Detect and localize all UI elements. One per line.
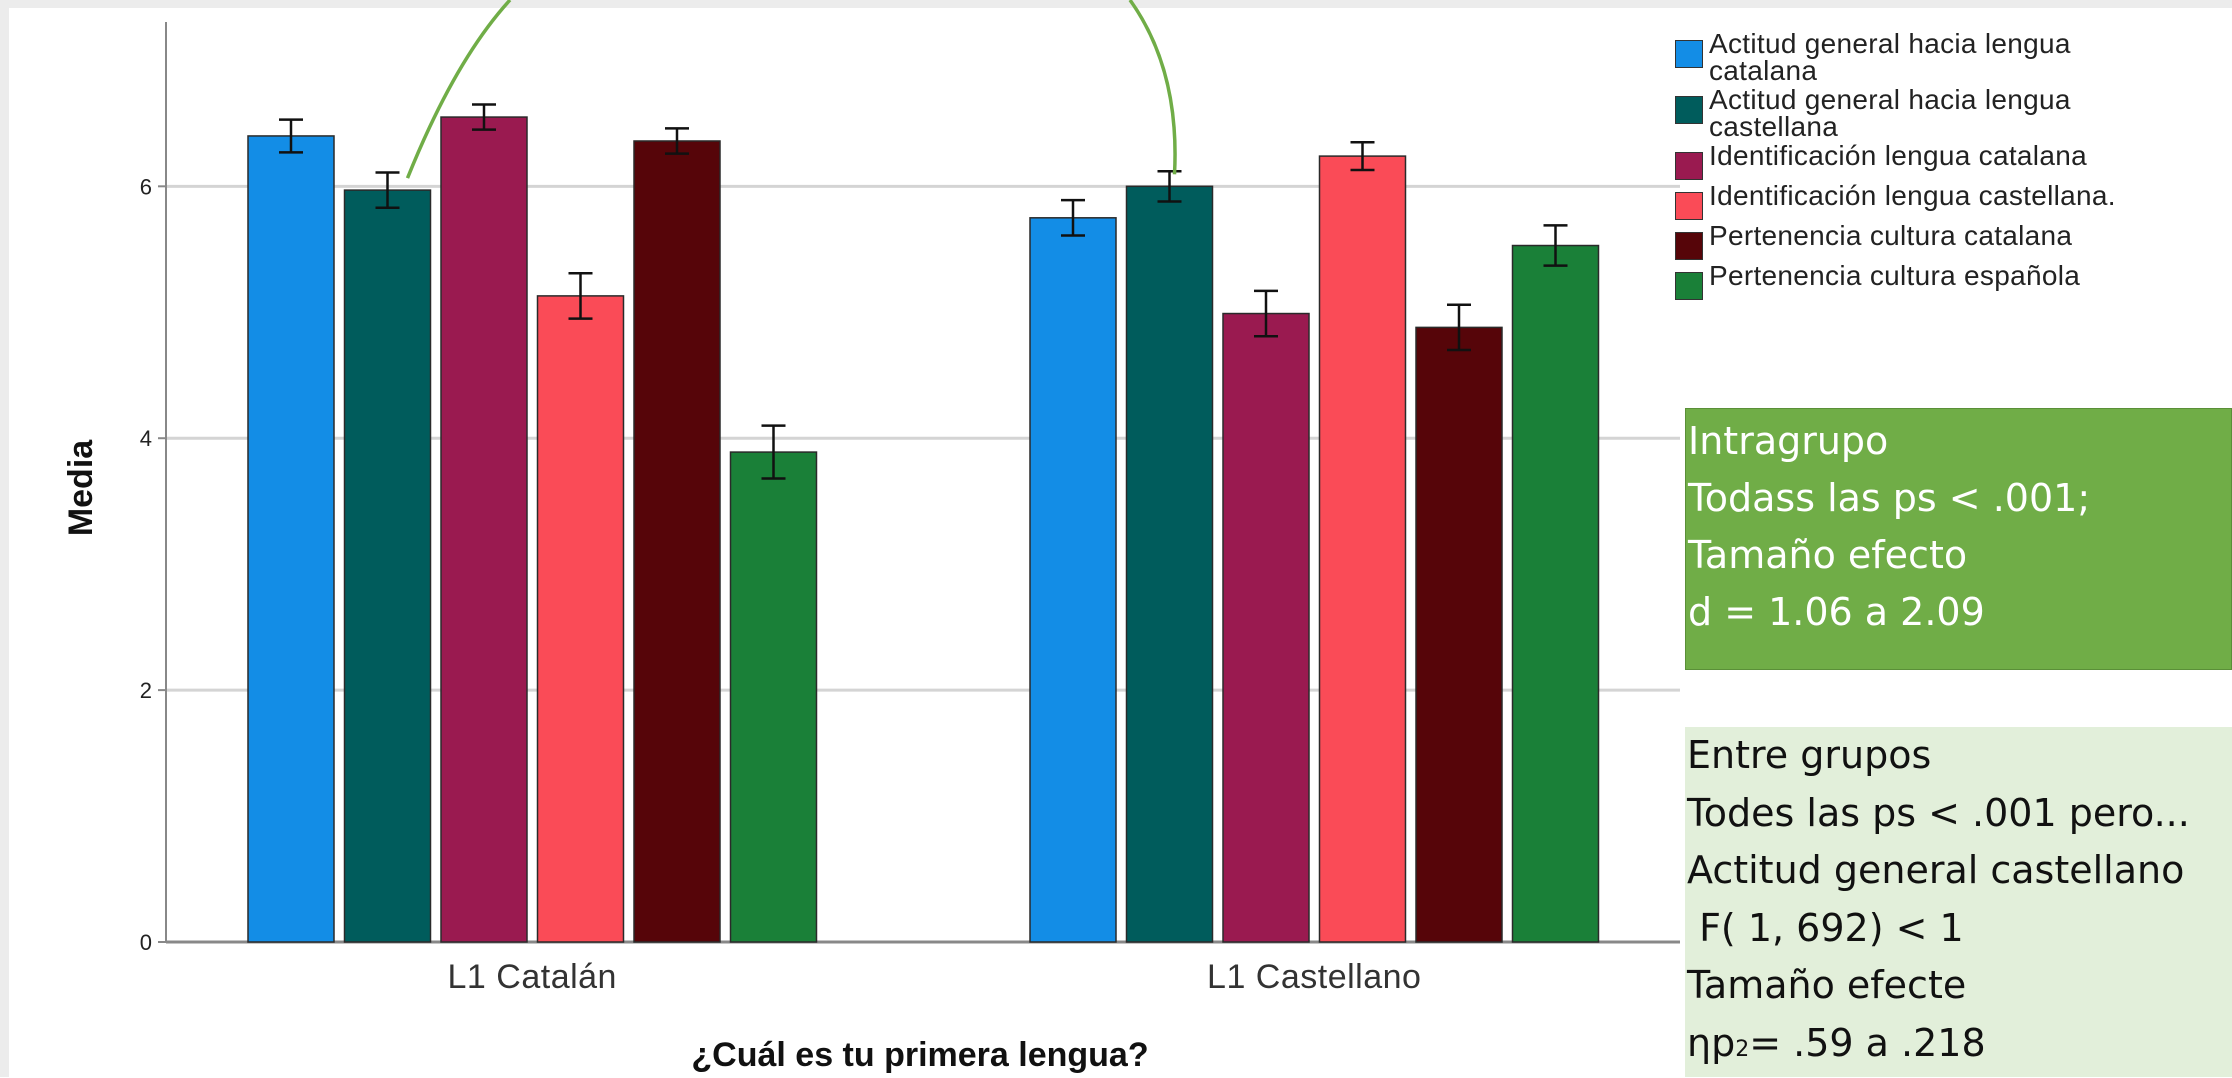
bar [1416, 327, 1502, 942]
entregrupos-effect-label: Tamaño efecte [1685, 957, 2232, 1015]
legend-swatch [1675, 272, 1703, 300]
entregrupos-note: Entre grupos Todes las ps < .001 pero...… [1685, 727, 2232, 1077]
bar [345, 190, 431, 942]
intragrupo-effect-value: d = 1.06 a 2.09 [1686, 584, 2231, 641]
legend-item: Pertenencia cultura catalana [1675, 222, 2232, 260]
intragrupo-note: Intragrupo Todass las ps < .001; Tamaño … [1685, 408, 2232, 670]
legend-item: Identificación lengua catalana [1675, 142, 2232, 180]
bar [248, 136, 334, 942]
legend-label: Pertenencia cultura catalana [1709, 222, 2072, 249]
intragrupo-effect-label: Tamaño efecto [1686, 527, 2231, 584]
legend-item: Pertenencia cultura española [1675, 262, 2232, 300]
bar [1513, 246, 1599, 942]
legend-swatch [1675, 40, 1703, 68]
legend-swatch [1675, 192, 1703, 220]
bar [538, 296, 624, 942]
eta-range: = .59 a .218 [1749, 1021, 1985, 1065]
eta-subscript: 2 [1735, 1037, 1749, 1062]
bar [1030, 218, 1116, 942]
intragrupo-pvalue: Todass las ps < .001; [1686, 470, 2231, 527]
bar [731, 452, 817, 942]
x-axis-title: ¿Cuál es tu primera lengua? [691, 1036, 1148, 1074]
y-tick-label: 0 [140, 930, 152, 955]
eta-symbol: ηp [1687, 1021, 1735, 1065]
bar [1320, 156, 1406, 942]
legend-swatch [1675, 152, 1703, 180]
bar [441, 117, 527, 942]
legend-item: Identificación lengua castellana. [1675, 182, 2232, 220]
x-tick-label: L1 Castellano [1207, 958, 1421, 996]
legend-swatch [1675, 232, 1703, 260]
bar [1127, 186, 1213, 942]
legend-label-line2: catalana [1709, 55, 1817, 86]
legend-swatch [1675, 96, 1703, 124]
x-tick-label: L1 Catalán [448, 958, 617, 996]
entregrupos-pvalue: Todes las ps < .001 pero... [1685, 785, 2232, 843]
y-tick-label: 2 [140, 678, 152, 703]
legend-label: Identificación lengua castellana. [1709, 182, 2116, 209]
legend-label: Pertenencia cultura española [1709, 262, 2080, 289]
y-axis-title: Media [62, 439, 100, 536]
bar [1223, 314, 1309, 942]
entregrupos-exception: Actitud general castellano [1685, 842, 2232, 900]
entregrupos-effect-value: ηp2= .59 a .218 [1685, 1015, 2232, 1078]
entregrupos-f-test: F( 1, 692) < 1 [1685, 900, 2232, 958]
bar [634, 141, 720, 942]
legend-label-line2: castellana [1709, 111, 1838, 142]
annotation-curve-castellano [1130, 0, 1175, 174]
entregrupos-title: Entre grupos [1685, 727, 2232, 785]
intragrupo-title: Intragrupo [1686, 413, 2231, 470]
y-tick-label: 4 [140, 426, 152, 451]
legend-label: Identificación lengua catalana [1709, 142, 2087, 169]
y-tick-label: 6 [140, 174, 152, 199]
